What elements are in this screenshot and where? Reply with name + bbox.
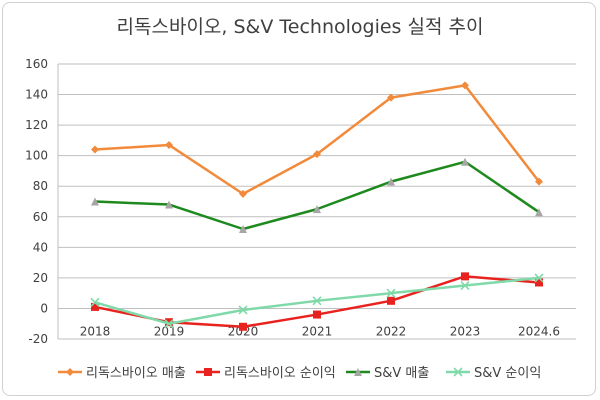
y-tick-label: 140 [25,88,48,102]
y-tick-label: 60 [33,210,48,224]
data-point [535,177,543,186]
legend-item: 리독스바이오 매출 [58,366,186,381]
data-point [239,322,247,331]
data-point [534,273,544,283]
x-tick-label: 2023 [450,324,481,338]
chart-frame [2,2,596,396]
data-point [535,208,543,217]
data-point [165,318,173,327]
x-tick-label: 2019 [154,324,185,338]
grid-lines [57,63,576,340]
y-tick-label: 40 [33,240,48,254]
data-point [386,288,396,298]
legend-label: 리독스바이오 순이익 [224,366,336,381]
y-tick-label: -20 [28,332,48,346]
y-tick-label: 20 [33,271,48,285]
y-axis-ticks: -20 0 20 40 60 80 100 120 140 160 [25,57,48,346]
series-1 [91,81,543,198]
data-point [313,150,321,159]
data-point [312,296,322,306]
legend: 리독스바이오 매출 리독스바이오 순이익 S&V 매출 S&V 순이익 [58,366,541,381]
data-point [164,319,174,329]
x-tick-label: 2020 [228,324,259,338]
series-line [94,84,540,196]
data-point [461,81,469,90]
data-point [387,177,395,186]
x-tick-label: 2022 [376,324,407,338]
series-lines [90,81,544,331]
y-tick-label: 0 [40,301,48,315]
data-point [165,200,173,209]
legend-marker [453,367,463,377]
x-tick-label: 2018 [80,324,111,338]
chart-title: 리독스바이오, S&V Technologies 실적 추이 [116,16,484,38]
data-point [460,280,470,291]
y-tick-label: 80 [33,179,48,193]
data-point [91,302,99,311]
data-point [461,157,469,166]
legend-item: 리독스바이오 순이익 [196,366,336,381]
data-point [91,145,99,154]
y-tick-label: 120 [25,118,48,132]
legend-label: S&V 순이익 [474,366,541,381]
data-point [313,310,321,319]
data-point [239,189,247,198]
series-3 [91,157,543,233]
data-point [165,140,173,149]
data-point [313,205,321,214]
x-tick-label: 2024.6 [518,324,560,338]
data-point [239,225,247,233]
y-tick-label: 100 [25,149,48,163]
legend-item: S&V 순이익 [446,366,541,381]
data-point [387,93,395,102]
x-tick-label: 2021 [302,324,333,338]
series-line [94,160,540,231]
legend-label: S&V 매출 [374,366,429,381]
series-2 [91,272,543,331]
data-point [461,272,469,281]
legend-item: S&V 매출 [346,366,429,381]
legend-marker [204,368,212,376]
x-axis-ticks: 2018 2019 2020 2021 2022 2023 2024.6 [80,324,560,338]
legend-marker [66,368,74,376]
data-point [387,296,395,305]
legend-label: 리독스바이오 매출 [86,366,186,381]
data-point [535,278,543,287]
data-point [238,305,248,315]
legend-marker [354,368,362,376]
data-point [90,297,100,307]
data-point [91,197,99,206]
series-4 [90,273,544,329]
y-tick-label: 160 [25,57,48,71]
